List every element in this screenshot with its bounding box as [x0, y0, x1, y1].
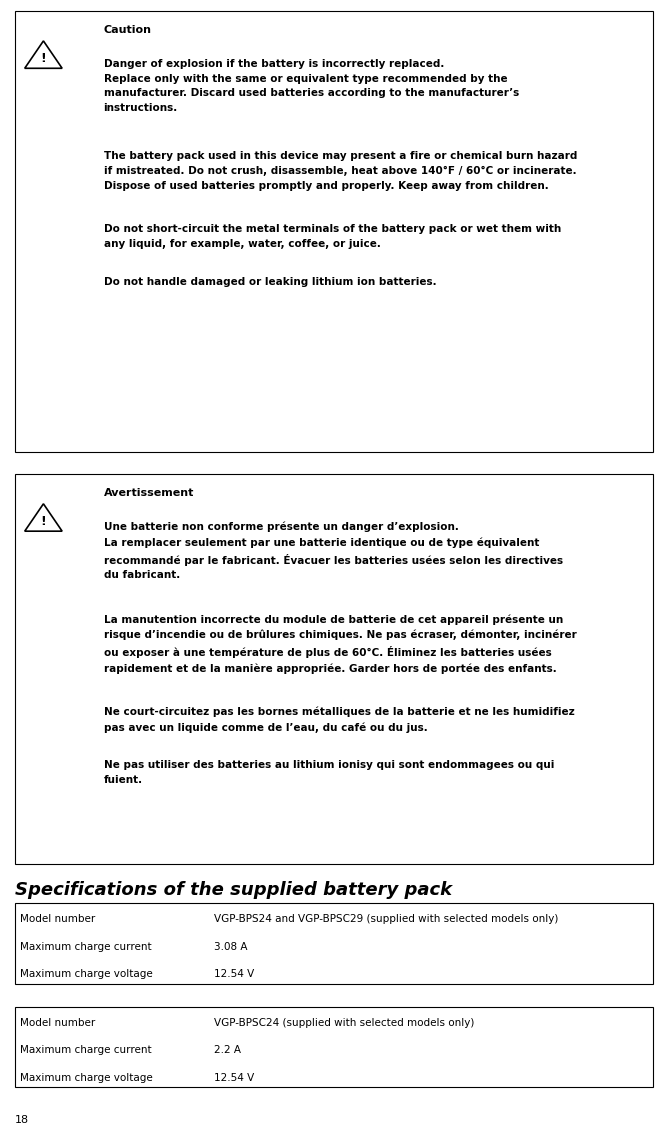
- Text: 12.54 V: 12.54 V: [214, 1073, 254, 1083]
- Text: Do not short-circuit the metal terminals of the battery pack or wet them with
an: Do not short-circuit the metal terminals…: [104, 224, 561, 248]
- Text: La manutention incorrecte du module de batterie de cet appareil présente un
risq: La manutention incorrecte du module de b…: [104, 614, 576, 674]
- Text: Model number: Model number: [20, 1018, 96, 1029]
- Text: 18: 18: [15, 1115, 29, 1126]
- Text: Specifications of the supplied battery pack: Specifications of the supplied battery p…: [15, 881, 452, 899]
- Text: 3.08 A: 3.08 A: [214, 942, 247, 952]
- Text: 12.54 V: 12.54 V: [214, 969, 254, 979]
- Text: VGP-BPSC24 (supplied with selected models only): VGP-BPSC24 (supplied with selected model…: [214, 1018, 474, 1029]
- Text: Danger of explosion if the battery is incorrectly replaced.
Replace only with th: Danger of explosion if the battery is in…: [104, 59, 519, 113]
- FancyBboxPatch shape: [15, 903, 653, 984]
- Text: Maximum charge current: Maximum charge current: [20, 1045, 152, 1056]
- Text: !: !: [41, 52, 46, 65]
- Text: Caution: Caution: [104, 25, 152, 35]
- Text: Do not handle damaged or leaking lithium ion batteries.: Do not handle damaged or leaking lithium…: [104, 278, 436, 287]
- Text: Ne pas utiliser des batteries au lithium ionisy qui sont endommagees ou qui
fuie: Ne pas utiliser des batteries au lithium…: [104, 760, 554, 785]
- Text: Maximum charge current: Maximum charge current: [20, 942, 152, 952]
- Text: Maximum charge voltage: Maximum charge voltage: [20, 969, 153, 979]
- Text: VGP-BPS24 and VGP-BPSC29 (supplied with selected models only): VGP-BPS24 and VGP-BPSC29 (supplied with …: [214, 914, 558, 925]
- Text: Model number: Model number: [20, 914, 96, 925]
- FancyBboxPatch shape: [15, 474, 653, 864]
- Text: !: !: [41, 515, 46, 528]
- Text: The battery pack used in this device may present a fire or chemical burn hazard
: The battery pack used in this device may…: [104, 151, 577, 191]
- FancyBboxPatch shape: [15, 11, 653, 452]
- Text: Ne court-circuitez pas les bornes métalliques de la batterie et ne les humidifie: Ne court-circuitez pas les bornes métall…: [104, 707, 574, 733]
- Text: Avertissement: Avertissement: [104, 488, 194, 498]
- Text: Maximum charge voltage: Maximum charge voltage: [20, 1073, 153, 1083]
- Text: 2.2 A: 2.2 A: [214, 1045, 240, 1056]
- FancyBboxPatch shape: [15, 1007, 653, 1087]
- Text: Une batterie non conforme présente un danger d’explosion.
La remplacer seulement: Une batterie non conforme présente un da…: [104, 522, 562, 580]
